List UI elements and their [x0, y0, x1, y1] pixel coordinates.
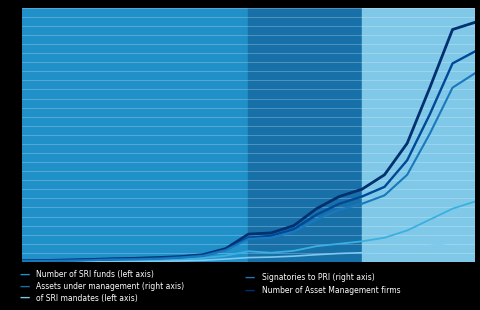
Text: of SRI mandates (left axis): of SRI mandates (left axis) — [36, 294, 138, 303]
Text: —: — — [245, 272, 255, 282]
Text: Signatories to PRI (right axis): Signatories to PRI (right axis) — [262, 273, 374, 282]
Bar — [362, 8, 475, 262]
Bar — [249, 8, 362, 262]
Text: —: — — [245, 286, 255, 296]
Text: Number of SRI funds (left axis): Number of SRI funds (left axis) — [36, 270, 154, 279]
Text: —: — — [19, 282, 29, 292]
Text: Number of Asset Management firms: Number of Asset Management firms — [262, 286, 400, 295]
Text: —: — — [19, 269, 29, 279]
Bar — [22, 8, 248, 262]
Text: —: — — [19, 293, 29, 303]
Text: Assets under management (right axis): Assets under management (right axis) — [36, 282, 184, 291]
